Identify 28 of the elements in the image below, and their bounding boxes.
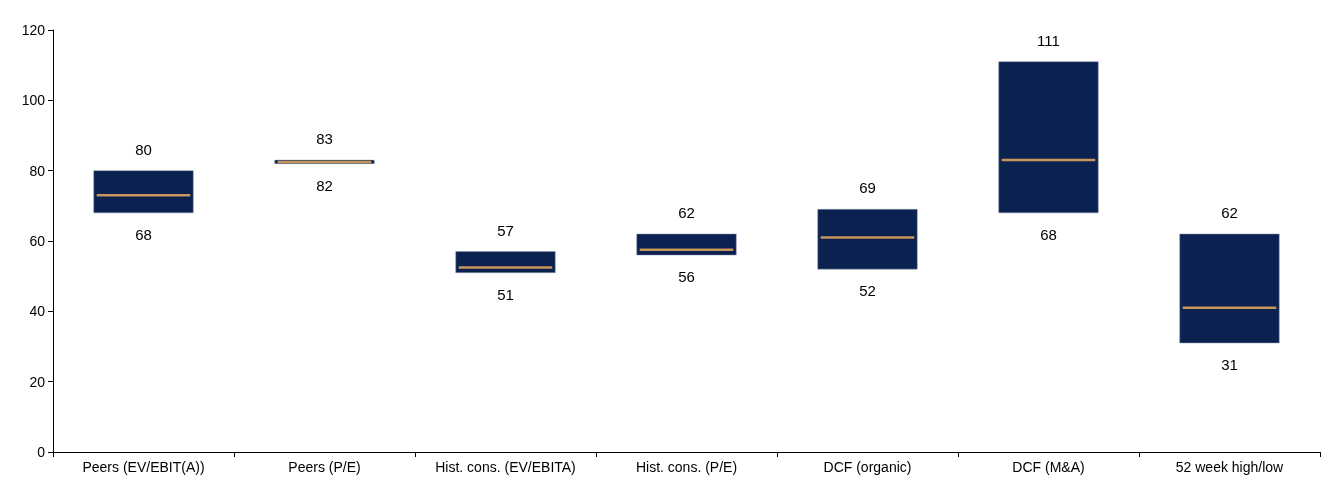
annotation: 31 — [1221, 355, 1238, 373]
annotation: 83 — [316, 130, 333, 148]
x-tick-label: 52 week high/low — [1175, 459, 1285, 475]
annotation: 111 — [1037, 31, 1060, 49]
annotation: 69 — [859, 179, 876, 197]
x-tick-label: Peers (EV/EBIT(A)) — [82, 459, 205, 475]
x-tick-label: DCF (M&A) — [1012, 459, 1085, 475]
x-tick-label: Peers (P/E) — [288, 459, 361, 475]
y-tick-label: 120 — [21, 22, 46, 38]
annotation: 62 — [1221, 203, 1238, 221]
x-tick-label: Hist. cons. (P/E) — [635, 459, 738, 475]
y-tick-label: 80 — [29, 162, 46, 179]
annotation: 56 — [678, 268, 695, 286]
y-tick-label: 20 — [29, 373, 46, 390]
annotation: 52 — [859, 282, 876, 300]
annotation: 68 — [1040, 225, 1057, 243]
y-tick-label: 100 — [21, 92, 46, 109]
annotation: 80 — [135, 140, 152, 158]
x-tick-label: DCF (organic) — [823, 459, 912, 475]
annotation: 82 — [316, 176, 333, 194]
y-tick-label: 60 — [29, 233, 46, 249]
x-tick-label: Hist. cons. (EV/EBITA) — [435, 459, 576, 475]
annotation: 68 — [135, 225, 152, 243]
annotation: 57 — [497, 221, 514, 239]
annotation: 62 — [678, 203, 695, 221]
annotation: 51 — [497, 285, 514, 303]
y-tick-label: 40 — [29, 303, 46, 320]
y-tick-label: 0 — [37, 444, 46, 460]
